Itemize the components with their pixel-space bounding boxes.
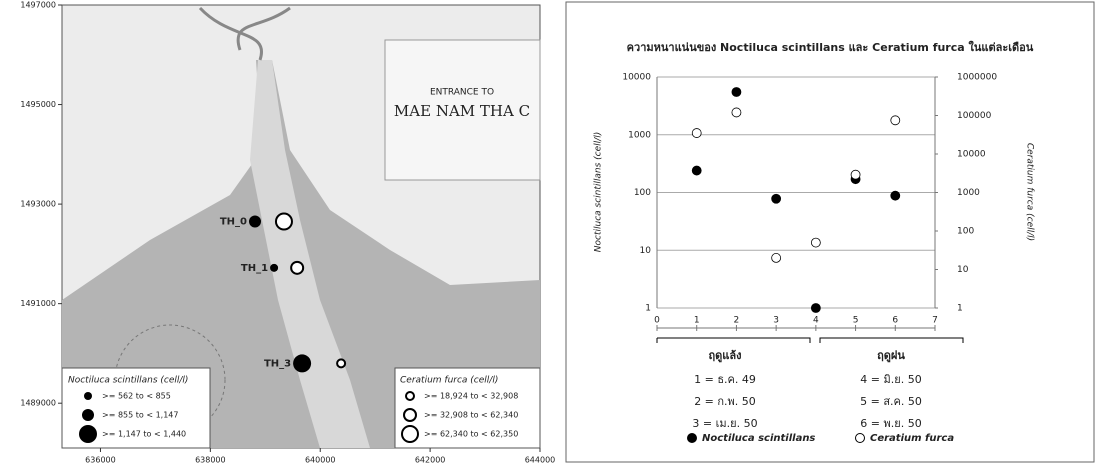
x-tick-label: 4 (813, 316, 819, 326)
figure: ENTRANCE TO MAE NAM THA C Noctiluca scin… (0, 0, 1100, 466)
y-tick-label: 1489000 (20, 399, 56, 408)
noctiluca-marker (270, 264, 278, 272)
legend-label: >= 32,908 to < 62,340 (424, 411, 518, 420)
month-key: 1 = ธ.ค. 49 (694, 373, 756, 386)
point (772, 194, 781, 203)
legend-symbol (84, 392, 92, 400)
point (692, 129, 701, 138)
legend-title: Noctiluca scintillans (cell/l) (68, 376, 188, 386)
map-caption: MAE NAM THA C (394, 102, 530, 120)
month-key: 3 = เม.ย. 50 (692, 417, 757, 430)
y-tick-label: 10 (640, 246, 652, 256)
legend-label: >= 62,340 to < 62,350 (424, 430, 518, 439)
legend-label: >= 855 to < 1,147 (102, 411, 178, 420)
x-tick-label: 3 (773, 316, 779, 326)
point (732, 108, 741, 117)
legend-symbol (402, 426, 418, 442)
legend-label: Ceratium furca (870, 433, 954, 444)
chart-panel (566, 2, 1094, 462)
point (772, 253, 781, 262)
noctiluca-marker (249, 216, 261, 228)
legend-label: >= 1,147 to < 1,440 (102, 430, 186, 439)
noctiluca-marker (293, 354, 311, 372)
y2-tick-label: 100000 (957, 111, 992, 121)
x-tick-label: 0 (654, 316, 660, 326)
point (851, 170, 860, 179)
legend-symbol (856, 434, 865, 443)
y-tick-label: 1493000 (20, 200, 56, 209)
ceratium-marker (276, 214, 292, 230)
legend-symbol (406, 392, 414, 400)
legend-symbol (404, 409, 416, 421)
point (891, 116, 900, 125)
x-tick-label: 640000 (305, 456, 336, 465)
ceratium-marker (337, 359, 345, 367)
y2-tick-label: 100 (957, 227, 974, 237)
y2-axis-label: Ceratium furca (cell/l) (1025, 143, 1035, 241)
y-tick-label: 10000 (622, 73, 651, 83)
y-tick-label: 1 (645, 304, 651, 314)
x-tick-label: 1 (694, 316, 700, 326)
y-tick-label: 100 (634, 188, 651, 198)
station-label: TH_0 (220, 217, 247, 228)
month-key: 4 = มิ.ย. 50 (860, 373, 921, 386)
legend-symbol (688, 434, 697, 443)
chart-title: ความหนาแน่นของ Noctiluca scintillans และ… (627, 40, 1034, 54)
legend-symbol (82, 409, 94, 421)
y2-tick-label: 10 (957, 265, 969, 275)
point (811, 238, 820, 247)
ceratium-marker (291, 262, 303, 274)
legend-label: Noctiluca scintillans (702, 433, 815, 444)
y2-tick-label: 1000 (957, 188, 980, 198)
x-tick-label: 7 (932, 316, 938, 326)
y-tick-label: 1000 (628, 130, 651, 140)
station-label: TH_1 (241, 263, 268, 274)
point (811, 304, 820, 313)
month-key: 5 = ส.ค. 50 (860, 395, 922, 408)
y-tick-label: 1491000 (20, 299, 56, 308)
y-axis-label: Noctiluca scintillans (cell/l) (594, 132, 604, 252)
y-tick-label: 1497000 (20, 1, 56, 10)
y2-tick-label: 1000000 (957, 73, 997, 83)
season-label: ฤดูฝน (877, 349, 905, 363)
x-tick-label: 638000 (195, 456, 226, 465)
point (692, 166, 701, 175)
y2-tick-label: 1 (957, 304, 963, 314)
legend-label: >= 18,924 to < 32,908 (424, 392, 518, 401)
map-caption: ENTRANCE TO (430, 88, 494, 98)
x-tick-label: 642000 (415, 456, 446, 465)
station-label: TH_3 (264, 358, 291, 369)
season-label: ฤดูแล้ง (708, 349, 741, 363)
page: {"map": { "title_lines": ["ENTRANCE TO",… (0, 0, 1100, 466)
x-tick-label: 644000 (525, 456, 556, 465)
point (732, 87, 741, 96)
month-key: 2 = ก.พ. 50 (694, 395, 756, 408)
legend-label: >= 562 to < 855 (102, 392, 171, 401)
x-tick-label: 5 (853, 316, 859, 326)
y-tick-label: 1495000 (20, 100, 56, 109)
x-tick-label: 2 (734, 316, 740, 326)
point (891, 191, 900, 200)
month-key: 6 = พ.ย. 50 (860, 417, 921, 430)
legend-symbol (79, 425, 97, 443)
x-tick-label: 636000 (85, 456, 116, 465)
legend-title: Ceratium furca (cell/l) (400, 376, 498, 386)
x-tick-label: 6 (892, 316, 898, 326)
y2-tick-label: 10000 (957, 150, 986, 160)
